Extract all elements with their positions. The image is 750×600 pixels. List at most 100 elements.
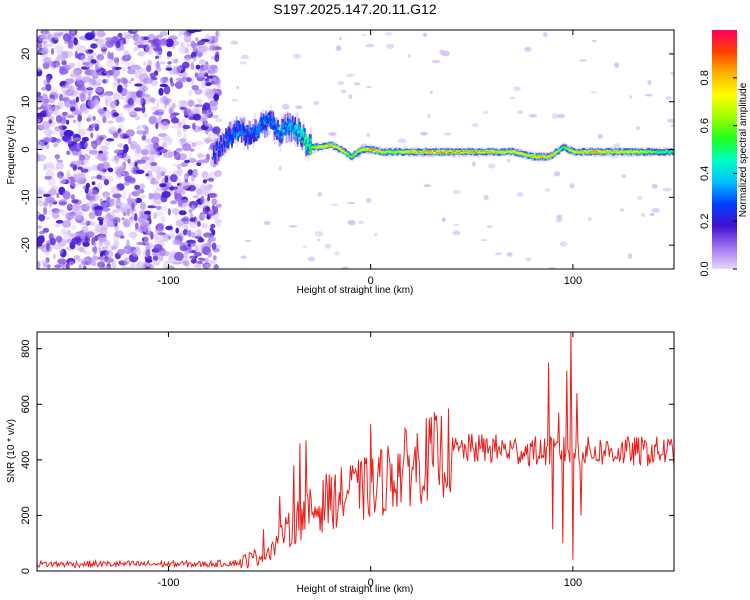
heatmap-noise-cell <box>102 194 109 199</box>
heatmap-noise-cell <box>169 77 173 84</box>
heatmap-ridge-cell <box>257 129 260 133</box>
heatmap-noise-cell <box>207 251 213 258</box>
heatmap-ridge-cell <box>394 151 397 154</box>
heatmap-noise-cell <box>102 246 108 251</box>
heatmap-ridge-cell <box>521 153 523 155</box>
heatmap-noise-cell <box>423 32 428 37</box>
heatmap-ridge-cell <box>669 151 671 154</box>
heatmap-noise-cell <box>123 50 130 57</box>
heatmap-noise-cell <box>203 87 212 97</box>
colorbar-tick-label: 0.6 <box>699 118 711 133</box>
heatmap-noise-cell <box>80 168 89 173</box>
heatmap-ridge-cell <box>431 150 434 153</box>
heatmap-noise-cell <box>194 244 199 253</box>
heatmap-ridge-cell <box>650 152 653 154</box>
heatmap-ridge-cell <box>546 156 549 159</box>
heatmap-ridge-cell <box>231 135 233 147</box>
heatmap-noise-cell <box>173 58 179 64</box>
heatmap-ridge-cell <box>346 153 349 156</box>
heatmap-ridge-cell <box>669 150 671 152</box>
heatmap-ridge-cell <box>325 145 328 148</box>
heatmap-noise-cell <box>75 96 80 103</box>
heatmap-noise-cell <box>179 242 184 247</box>
heatmap-noise-cell <box>191 142 197 148</box>
heatmap-ridge-cell <box>657 152 659 154</box>
heatmap-ridge-cell <box>635 149 637 153</box>
heatmap-noise-cell <box>156 222 165 229</box>
heatmap-noise-cell <box>51 47 55 55</box>
heatmap-ridge-cell <box>341 150 344 152</box>
heatmap-noise-cell <box>81 225 89 234</box>
heatmap-ridge-cell <box>262 119 265 123</box>
heatmap-ridge-cell <box>563 146 566 148</box>
heatmap-noise-cell <box>591 39 597 43</box>
heatmap-noise-cell <box>528 114 538 118</box>
heatmap-ridge-cell <box>361 149 363 151</box>
heatmap-noise-cell <box>101 51 107 55</box>
y-tick-label: -20 <box>20 237 32 253</box>
heatmap-noise-cell <box>204 82 212 87</box>
heatmap-ridge-cell <box>384 152 386 153</box>
heatmap-noise-cell <box>114 230 124 238</box>
heatmap-ridge-cell <box>456 152 459 154</box>
heatmap-noise-cell <box>41 86 47 91</box>
heatmap-noise-cell <box>439 49 444 55</box>
heatmap-ridge-cell <box>566 146 568 150</box>
snr-x-ticks: -100 0 100 <box>157 332 582 589</box>
heatmap-ridge-cell <box>452 151 454 153</box>
heatmap-noise-cell <box>171 208 180 215</box>
heatmap-ridge-cell <box>414 150 417 153</box>
heatmap-noise-cell <box>37 235 45 244</box>
heatmap-ridge-cell <box>458 150 460 153</box>
heatmap-ridge-cell <box>435 151 437 153</box>
heatmap-noise-cell <box>89 220 96 225</box>
heatmap-ridge-cell <box>647 150 650 155</box>
heatmap-noise-cell <box>122 135 130 139</box>
heatmap-noise-cell <box>71 203 80 212</box>
heatmap-noise-cell <box>72 67 83 76</box>
heatmap-ridge-cell <box>431 152 434 154</box>
heatmap-noise-cell <box>190 77 195 86</box>
colorbar-tick-label: 0.2 <box>699 214 711 229</box>
heatmap-ridge-cell <box>513 151 516 153</box>
heatmap-ridge-cell <box>603 152 606 153</box>
heatmap-noise-cell <box>71 237 81 245</box>
heatmap-noise-cell <box>56 192 60 199</box>
heatmap-noise-cell <box>134 115 140 121</box>
heatmap-ridge-cell <box>621 151 624 153</box>
heatmap-noise-cell <box>107 120 114 124</box>
heatmap-noise-cell <box>647 80 652 86</box>
heatmap-ridge-cell <box>300 133 303 146</box>
heatmap-noise-cell <box>86 117 91 122</box>
heatmap-ridge-cell <box>524 154 527 156</box>
heatmap-noise-cell <box>37 118 41 123</box>
heatmap-ridge-cell <box>617 151 619 154</box>
heatmap-noise-cell <box>171 124 181 129</box>
heatmap-ridge-cell <box>581 151 584 152</box>
heatmap-ridge-cell <box>578 150 580 152</box>
heatmap-ridge-cell <box>382 151 385 153</box>
spectrogram-y-axis-label: Frequency (Hz) <box>6 116 17 185</box>
heatmap-ridge-cell <box>227 139 230 143</box>
heatmap-noise-cell <box>214 218 223 224</box>
heatmap-noise-cell <box>187 99 195 108</box>
snr-x-axis-label: Height of straight line (km) <box>297 584 414 595</box>
heatmap-noise-cell <box>103 239 111 247</box>
heatmap-noise-cell <box>133 166 138 172</box>
heatmap-ridge-cell <box>215 143 218 160</box>
heatmap-ridge-cell <box>256 133 259 137</box>
heatmap-noise-cell <box>112 92 121 102</box>
heatmap-noise-cell <box>43 163 47 171</box>
heatmap-ridge-cell <box>374 149 377 152</box>
heatmap-noise-cell <box>174 81 184 89</box>
heatmap-noise-cell <box>87 114 93 122</box>
heatmap-noise-cell <box>106 138 115 142</box>
heatmap-noise-cell <box>42 137 52 143</box>
heatmap-ridge-cell <box>433 151 436 154</box>
heatmap-ridge-cell <box>426 151 429 153</box>
heatmap-noise-cell <box>186 239 196 244</box>
heatmap-ridge-cell <box>369 148 372 151</box>
heatmap-noise-cell <box>230 40 239 45</box>
heatmap-noise-cell <box>487 163 496 169</box>
heatmap-ridge-cell <box>407 150 409 153</box>
